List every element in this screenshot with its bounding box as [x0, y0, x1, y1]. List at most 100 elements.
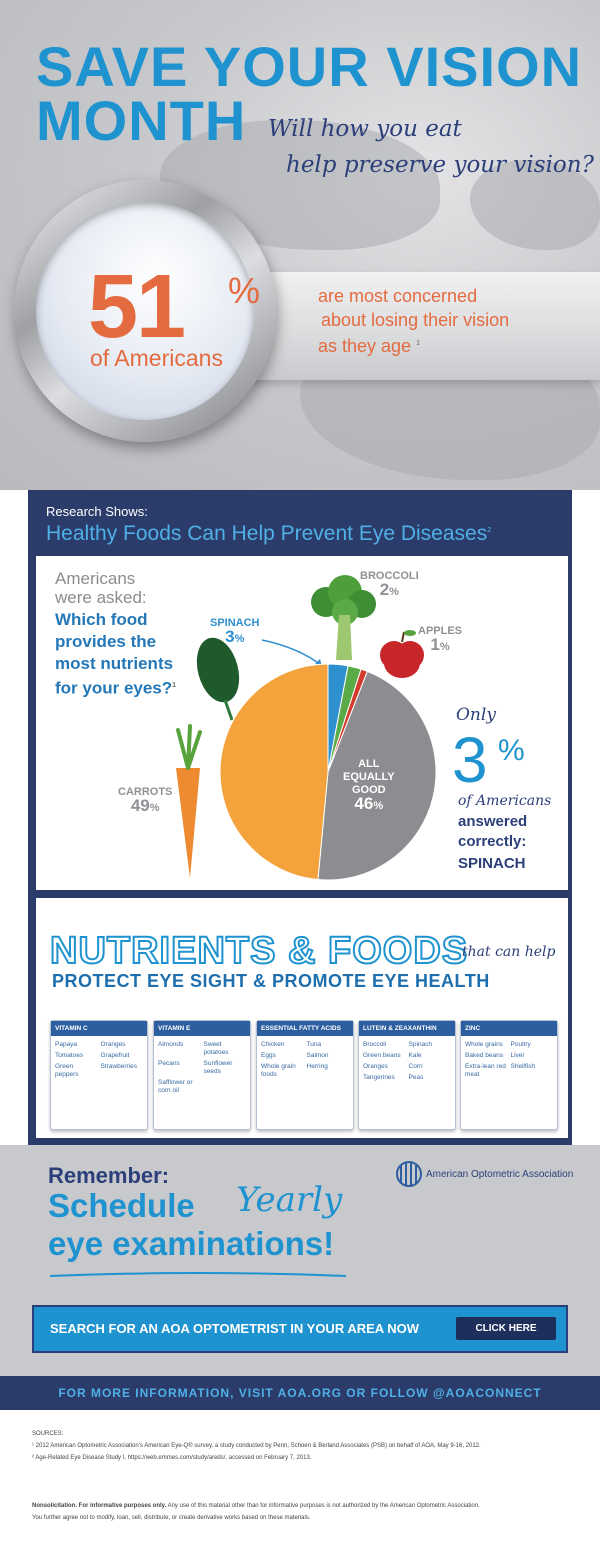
schedule-text: Schedule — [48, 1187, 195, 1224]
food-item: Tomatoes — [55, 1052, 84, 1059]
concern-line1: are most concerned — [318, 286, 478, 306]
footer-info-link[interactable]: FOR MORE INFORMATION, VISIT AOA.ORG OR F… — [58, 1386, 542, 1400]
nutrient-card-fatty-acids: ESSENTIAL FATTY ACIDS Chicken Tuna Eggs … — [256, 1020, 354, 1130]
pie-slice-all-equally-good — [317, 670, 437, 881]
source-1: ¹ 2012 American Optometric Association's… — [32, 1443, 481, 1449]
label-spinach-name: SPINACH — [210, 617, 260, 629]
remember-label: Remember: — [48, 1163, 170, 1188]
nutrients-script: that can help — [462, 944, 556, 960]
footnote-marker: 1 — [172, 682, 177, 689]
food-item: Kale — [408, 1052, 422, 1059]
nutrient-card-vitamin-c: VITAMIN C Papaya Oranges Tomatoes Grapef… — [50, 1020, 148, 1130]
question-line4: for your eyes? — [55, 678, 173, 698]
question-text: Which food provides the most nutrients f… — [55, 609, 176, 700]
page-title: SAVE YOUR VISION MONTH — [36, 39, 582, 149]
label-all-line3: GOOD — [351, 784, 386, 796]
card-heading: VITAMIN E — [154, 1021, 250, 1036]
food-item: Corn — [408, 1063, 423, 1070]
nutrient-card-vitamin-e: VITAMIN E Almonds Sweet potatoes Pecans … — [153, 1020, 251, 1130]
callout-answer: SPINACH — [458, 855, 526, 872]
click-here-button[interactable]: CLICK HERE — [456, 1317, 556, 1340]
yearly-text: Yearly — [236, 1180, 343, 1220]
food-item: Safflower or corn oil — [158, 1079, 193, 1094]
food-item: Extra-lean red meat — [465, 1063, 506, 1078]
underline-swoosh — [49, 1272, 347, 1277]
stat-number: 51 — [88, 257, 186, 357]
label-apples-name: APPLES — [418, 625, 463, 637]
food-item: Salmon — [306, 1052, 329, 1059]
food-item: Sunflower seeds — [203, 1060, 233, 1075]
title-line2: MONTH — [36, 89, 247, 152]
value-spinach: 3 — [225, 627, 235, 646]
research-label: Research Shows: — [46, 504, 148, 519]
stat-percent: % — [228, 270, 261, 311]
food-item: Shellfish — [510, 1063, 536, 1070]
food-item: Pecans — [158, 1060, 180, 1067]
magnifier-lens — [36, 202, 254, 420]
concern-line2: about losing their vision — [321, 310, 510, 330]
callout-only: Only — [456, 705, 496, 725]
callout-answered: answered correctly: — [458, 812, 527, 852]
food-item: Liver — [510, 1052, 525, 1059]
answered-line2: correctly: — [458, 833, 527, 850]
stat-subject: of Americans — [90, 345, 223, 371]
label-all-equally-good: ALL EQUALLY GOOD 46% — [343, 758, 395, 813]
food-item: Broccoli — [363, 1041, 387, 1048]
question-line1: Which food — [55, 610, 148, 629]
card-heading: LUTEIN & ZEAXANTHIN — [359, 1021, 455, 1036]
food-item: Eggs — [261, 1052, 276, 1059]
footer-band — [0, 1376, 600, 1410]
answered-line1: answered — [458, 813, 528, 830]
question-line2: provides the — [55, 632, 157, 651]
label-apples: APPLES 1% — [418, 625, 462, 654]
concern-line3: as they age — [318, 336, 412, 356]
map-shape — [470, 160, 600, 250]
tagline-line2: help preserve your vision? — [286, 152, 594, 178]
tagline-line1: Will how you eat — [268, 116, 462, 142]
food-item: Baked beans — [465, 1052, 503, 1059]
food-item: Papaya — [55, 1041, 78, 1048]
pie-slice-carrots — [219, 663, 329, 881]
callout-percent: % — [498, 734, 525, 767]
asked-line2: were asked: — [55, 588, 147, 607]
apple-icon — [380, 630, 424, 678]
card-heading: ZINC — [461, 1021, 557, 1036]
search-banner-text[interactable]: SEARCH FOR AN AOA OPTOMETRIST IN YOUR AR… — [50, 1321, 420, 1336]
source-2[interactable]: ² Age-Related Eye Disease Study I, https… — [32, 1455, 312, 1461]
disclaimer-bold: Nonsolicitation. For informative purpose… — [32, 1503, 167, 1509]
nutrients-subtitle: PROTECT EYE SIGHT & PROMOTE EYE HEALTH — [52, 971, 490, 991]
food-item: Chicken — [261, 1041, 285, 1048]
card-heading: ESSENTIAL FATTY ACIDS — [257, 1021, 353, 1036]
question-line3: most nutrients — [55, 654, 174, 673]
disclaimer-line2: You further agree not to modify, loan, s… — [32, 1515, 311, 1521]
value-broccoli: 2 — [379, 580, 390, 599]
value-all: 46 — [354, 794, 374, 813]
label-carrots: CARROTS 49% — [118, 786, 172, 815]
label-spinach: SPINACH 3% — [210, 617, 260, 646]
nutrients-title: NUTRIENTS & FOODS — [49, 929, 469, 973]
label-broccoli-name: BROCCOLI — [360, 570, 419, 582]
label-all-line2: EQUALLY — [343, 771, 395, 783]
footnote-marker: 1 — [416, 340, 420, 347]
sources-block: SOURCES: ¹ 2012 American Optometric Asso… — [32, 1428, 572, 1464]
aoa-logo[interactable]: American Optometric Association — [396, 1161, 573, 1187]
value-carrots: 49 — [130, 796, 150, 815]
asked-text: Americans were asked: — [55, 569, 147, 607]
food-item: Tangerines — [363, 1074, 395, 1081]
sources-label: SOURCES: — [32, 1431, 64, 1437]
disclaimer-line1: Any use of this material other than for … — [166, 1503, 480, 1509]
exams-text: eye examinations! — [48, 1225, 335, 1262]
pct-sign: % — [389, 586, 399, 598]
aoa-globe-icon — [396, 1161, 422, 1187]
carrot-icon — [176, 724, 202, 878]
food-item: Spinach — [408, 1041, 433, 1048]
food-item: Oranges — [100, 1041, 126, 1048]
pct-sign: % — [439, 641, 450, 653]
value-apples: 1 — [430, 635, 440, 654]
food-item: Herring — [306, 1063, 328, 1070]
label-carrots-name: CARROTS — [118, 786, 173, 798]
food-item: Green peppers — [55, 1063, 79, 1078]
food-item: Grapefruit — [100, 1052, 130, 1059]
research-heading-text: Healthy Foods Can Help Prevent Eye Disea… — [46, 522, 488, 545]
